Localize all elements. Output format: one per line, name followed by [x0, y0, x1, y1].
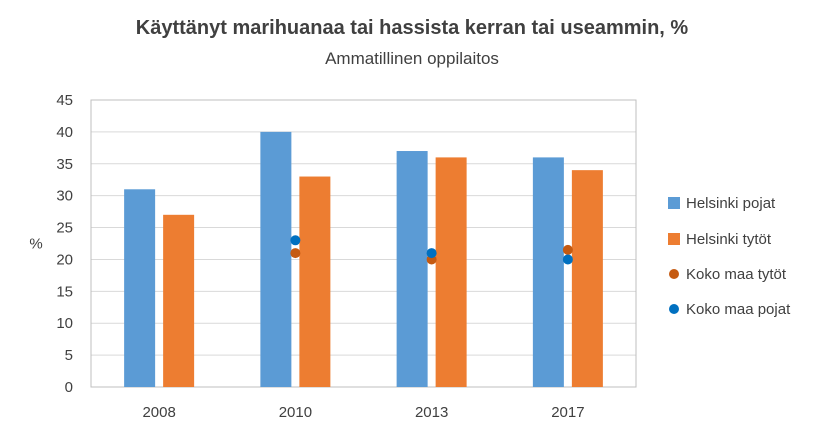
- legend-marker: [669, 304, 679, 314]
- plot-border: [90, 99, 637, 388]
- y-tick-label: 0: [65, 379, 73, 396]
- data-point: [562, 254, 573, 265]
- legend-swatch: [668, 197, 680, 209]
- y-tick-label: 30: [56, 188, 73, 205]
- y-tick-label: 5: [65, 347, 73, 364]
- y-tick-label: 25: [56, 220, 73, 237]
- legend-label: Koko maa pojat: [686, 301, 791, 318]
- y-tick-label: 10: [56, 315, 73, 332]
- x-tick-label: 2013: [415, 404, 448, 421]
- bar: [435, 157, 467, 387]
- bar: [532, 157, 564, 387]
- bar: [260, 131, 292, 387]
- bar: [163, 214, 195, 387]
- bar: [396, 151, 428, 387]
- y-tick-label: 40: [56, 124, 73, 141]
- bar: [571, 170, 603, 387]
- bar: [124, 189, 156, 387]
- legend-swatch: [668, 233, 680, 245]
- y-tick-label: 20: [56, 251, 73, 268]
- y-axis-label: %: [29, 236, 42, 253]
- y-tick-label: 35: [56, 156, 73, 173]
- data-point: [290, 248, 301, 259]
- legend-label: Koko maa tytöt: [686, 266, 787, 283]
- data-point: [290, 235, 301, 246]
- chart-subtitle: Ammatillinen oppilaitos: [325, 49, 499, 68]
- legend-label: Helsinki tytöt: [686, 231, 772, 248]
- legend-label: Helsinki pojat: [686, 195, 776, 212]
- x-tick-label: 2017: [551, 404, 584, 421]
- data-point: [562, 244, 573, 255]
- data-point: [426, 248, 437, 259]
- y-tick-label: 15: [56, 283, 73, 300]
- chart-title: Käyttänyt marihuanaa tai hassista kerran…: [135, 17, 689, 39]
- x-tick-label: 2008: [142, 404, 175, 421]
- legend-marker: [669, 269, 679, 279]
- x-tick-label: 2010: [279, 404, 312, 421]
- bar: [299, 176, 331, 387]
- y-tick-label: 45: [56, 92, 73, 109]
